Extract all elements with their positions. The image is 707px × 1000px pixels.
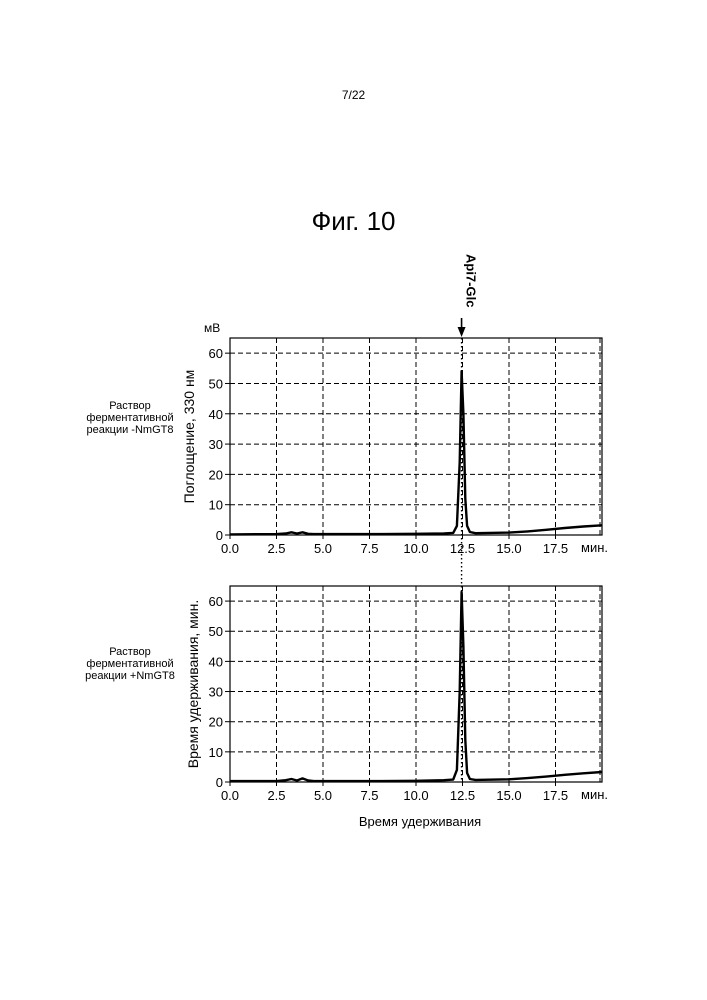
x-tick-label: 0.0 [221,541,239,556]
x-tick-label: 10.0 [403,788,428,803]
y-tick-label: 10 [209,745,223,760]
peak-label: Api7-Glc [464,254,479,307]
peak-annotation-group: Api7-Glc [458,254,479,782]
y-axis-label: Время удерживания, мин. [185,600,201,769]
y-tick-label: 20 [209,715,223,730]
y-tick-label: 30 [209,685,223,700]
x-tick-label: 7.5 [360,541,378,556]
x-tick-label: 10.0 [403,541,428,556]
y-tick-label: 30 [209,437,223,452]
y-axis-label: Поглощение, 330 нм [181,370,197,504]
peak-arrow-head [458,327,466,337]
y-unit-label: мВ [204,321,220,335]
y-tick-label: 10 [209,498,223,513]
x-tick-label: 15.0 [496,788,521,803]
x-tick-label: 12.5 [450,541,475,556]
y-tick-label: 50 [209,376,223,391]
y-tick-label: 20 [209,467,223,482]
y-tick-label: 40 [209,407,223,422]
x-tick-label: 5.0 [314,788,332,803]
x-tick-label: 5.0 [314,541,332,556]
x-tick-label: 15.0 [496,541,521,556]
y-tick-label: 50 [209,624,223,639]
x-unit-label: мин. [581,540,608,555]
x-tick-label: 17.5 [543,788,568,803]
x-unit-label: мин. [581,787,608,802]
x-tick-label: 2.5 [267,541,285,556]
chart-panel-top: 01020304050600.02.55.07.510.012.515.017.… [181,321,608,556]
x-tick-label: 0.0 [221,788,239,803]
x-axis-title: Время удерживания [359,814,481,829]
x-tick-label: 12.5 [450,788,475,803]
x-tick-label: 2.5 [267,788,285,803]
y-tick-label: 40 [209,654,223,669]
y-tick-label: 60 [209,594,223,609]
y-tick-label: 60 [209,346,223,361]
x-tick-label: 7.5 [360,788,378,803]
chart-panel-bottom: 01020304050600.02.55.07.510.012.515.017.… [185,586,608,803]
x-tick-label: 17.5 [543,541,568,556]
